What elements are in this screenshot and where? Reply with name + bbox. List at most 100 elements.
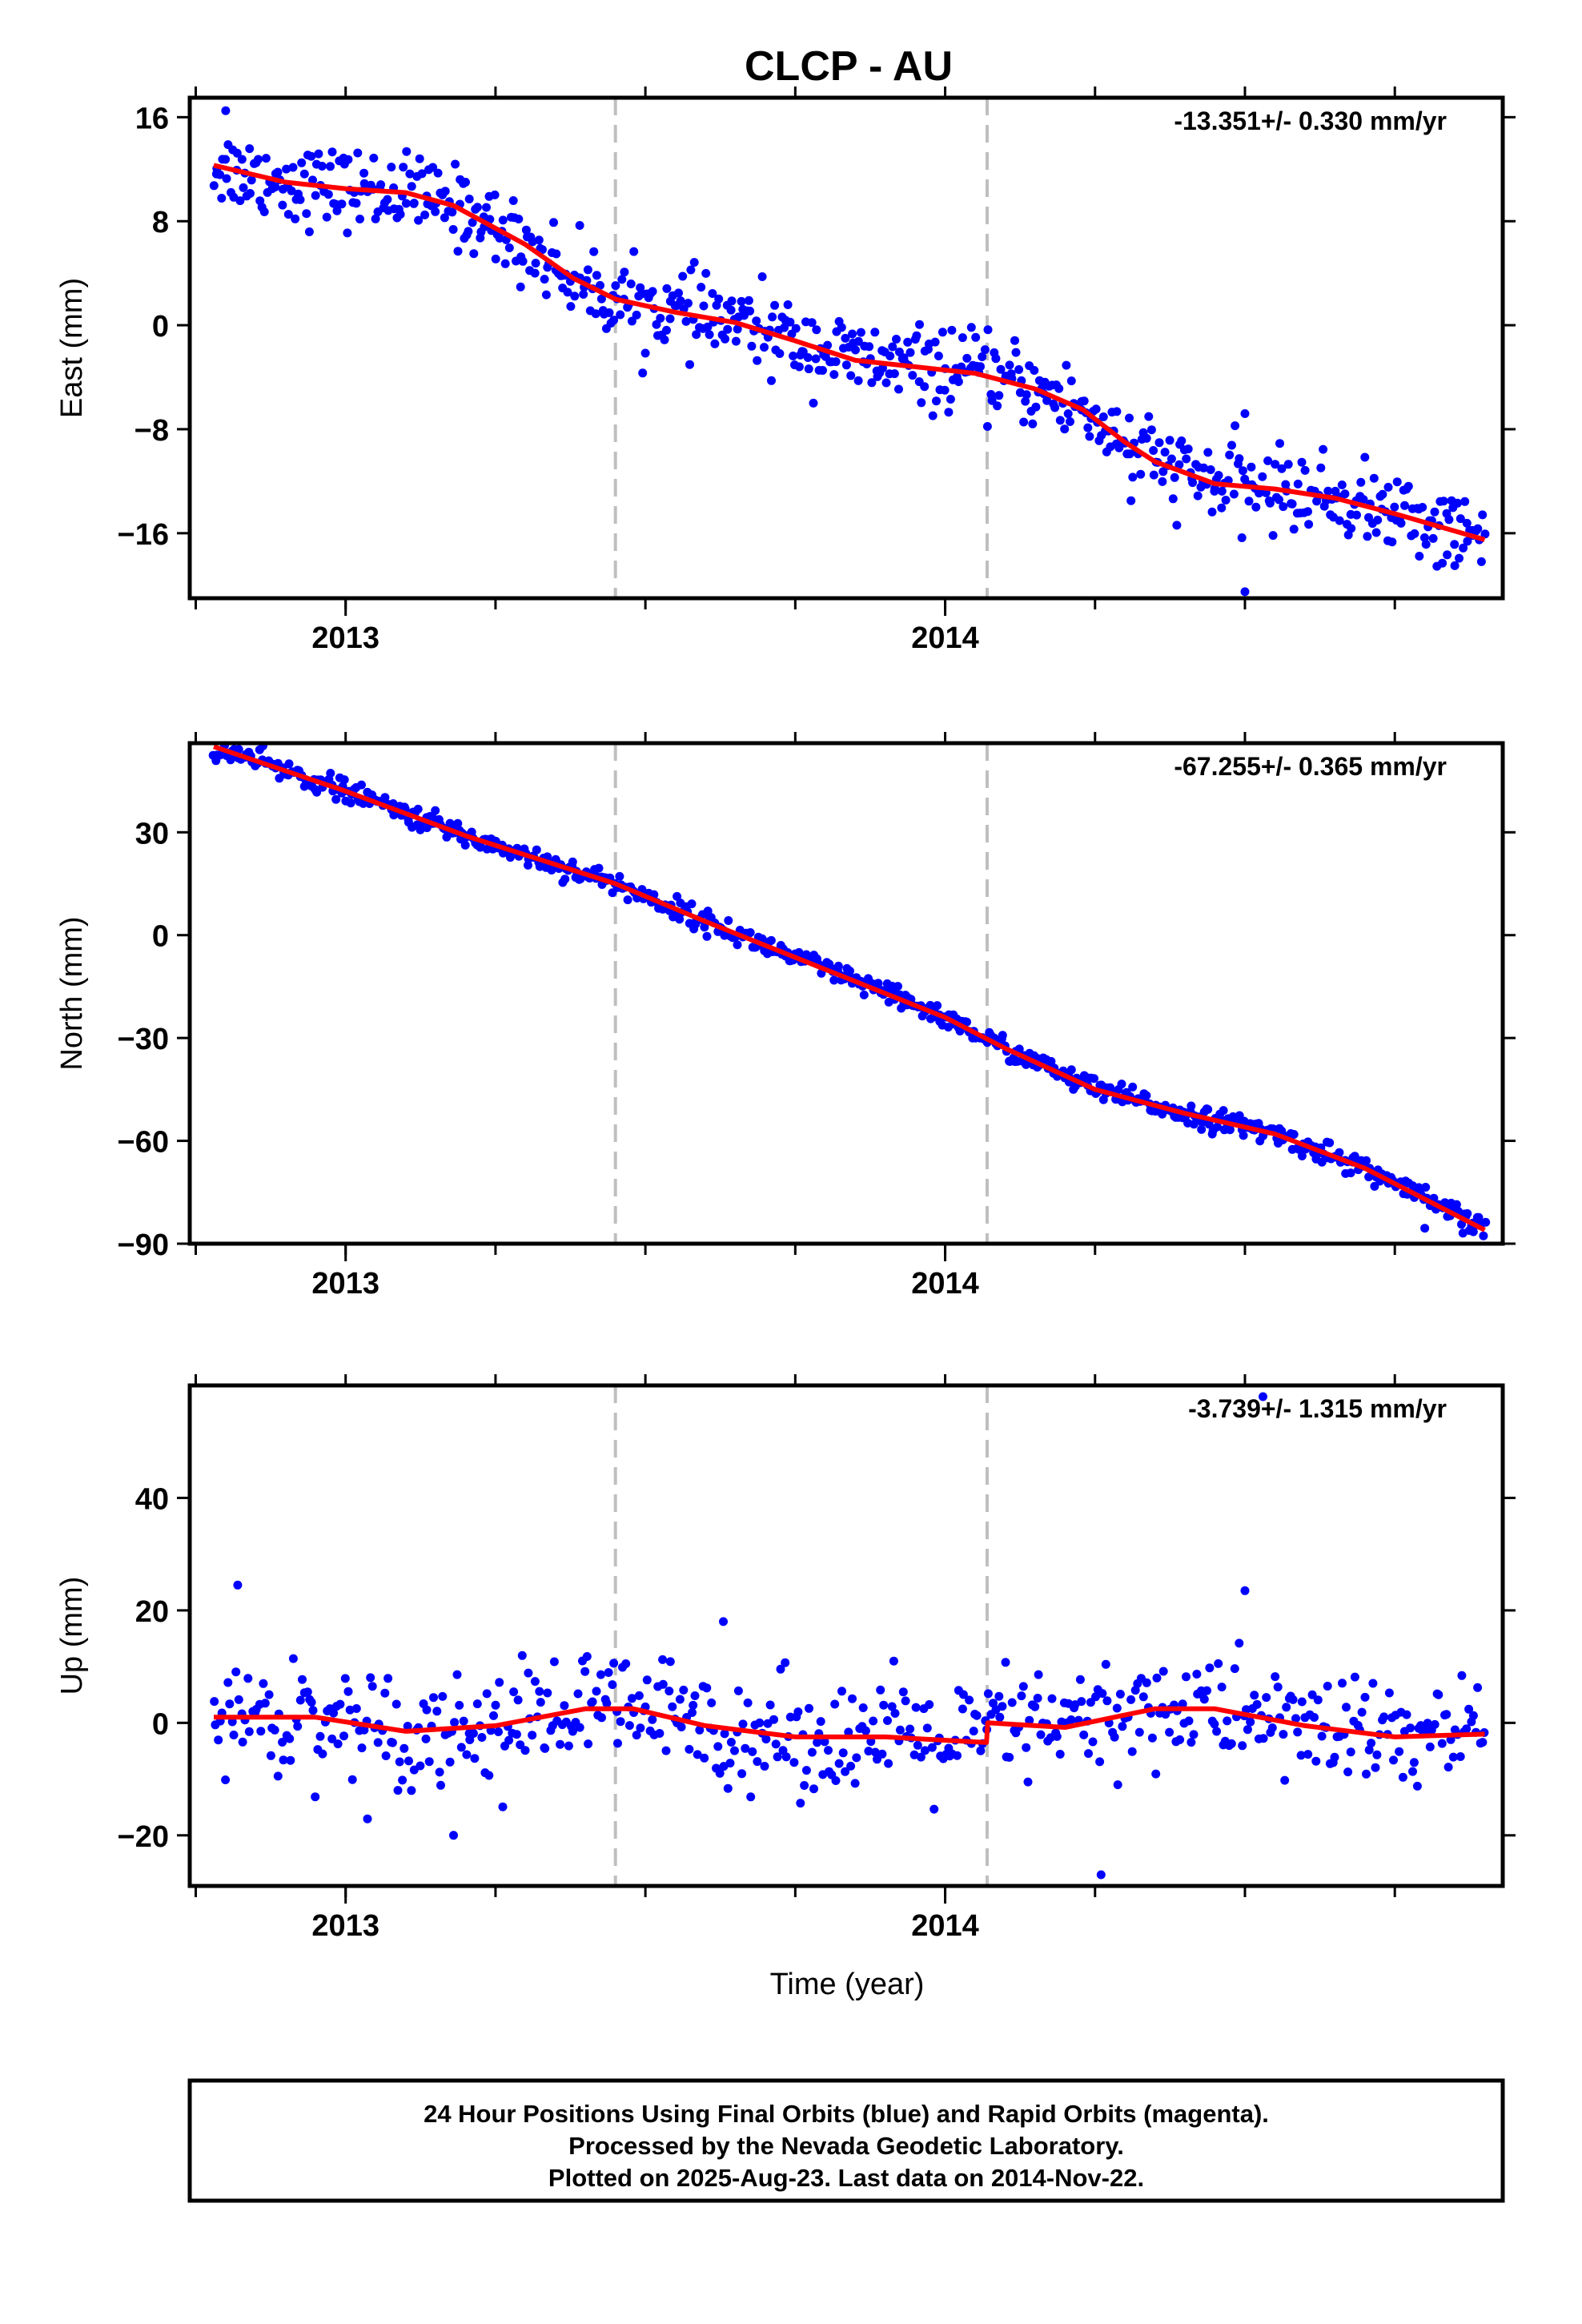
data-point bbox=[705, 330, 714, 340]
data-point bbox=[1480, 529, 1490, 539]
data-point bbox=[221, 1775, 231, 1784]
data-point bbox=[1293, 479, 1303, 489]
data-point bbox=[1117, 1080, 1126, 1089]
data-point bbox=[1371, 528, 1381, 537]
data-point bbox=[460, 840, 470, 850]
data-point bbox=[1127, 1747, 1137, 1756]
data-point bbox=[1303, 1750, 1313, 1759]
data-point bbox=[1281, 480, 1291, 489]
data-point bbox=[1316, 463, 1326, 472]
data-point bbox=[685, 1744, 694, 1754]
data-point bbox=[688, 1708, 697, 1717]
data-point bbox=[1158, 467, 1168, 476]
data-point bbox=[1214, 471, 1223, 480]
data-point bbox=[1142, 1091, 1151, 1100]
data-point bbox=[579, 290, 588, 299]
data-point bbox=[1098, 412, 1108, 421]
data-point bbox=[584, 1739, 593, 1749]
data-point bbox=[1047, 1694, 1057, 1703]
data-point bbox=[733, 324, 742, 334]
data-point bbox=[530, 1677, 540, 1687]
data-point bbox=[246, 189, 255, 198]
data-point bbox=[920, 382, 930, 392]
data-point bbox=[484, 1771, 494, 1780]
data-point bbox=[432, 1707, 442, 1716]
up-panel: −20 0 20 40 2013 2014 Up (mm) -3.739+/- 1.315 m… bbox=[55, 1374, 1516, 1943]
data-point bbox=[685, 360, 694, 369]
data-point bbox=[901, 1696, 910, 1706]
data-point bbox=[464, 227, 473, 236]
data-point bbox=[673, 891, 682, 901]
data-point bbox=[613, 1739, 622, 1748]
north-frame bbox=[187, 741, 1505, 1246]
data-point bbox=[889, 369, 899, 379]
data-point bbox=[1259, 1734, 1268, 1743]
data-point bbox=[535, 1687, 544, 1696]
data-point bbox=[1066, 1715, 1076, 1724]
data-point bbox=[1367, 1739, 1376, 1748]
data-point bbox=[327, 1734, 337, 1743]
data-point bbox=[431, 207, 440, 216]
data-point bbox=[1323, 486, 1333, 496]
data-point bbox=[1463, 537, 1472, 546]
data-point bbox=[278, 200, 287, 210]
data-point bbox=[1307, 1690, 1317, 1699]
data-point bbox=[1297, 1152, 1307, 1160]
data-point bbox=[731, 336, 741, 346]
data-point bbox=[785, 317, 795, 327]
data-point bbox=[387, 163, 396, 172]
data-point bbox=[1165, 1727, 1174, 1737]
data-point bbox=[337, 199, 347, 209]
data-point bbox=[233, 1580, 243, 1590]
data-point bbox=[1442, 1710, 1452, 1719]
east-y-axis-label: East (mm) bbox=[55, 278, 89, 418]
data-point bbox=[1368, 1679, 1378, 1688]
data-point bbox=[853, 336, 863, 346]
data-point bbox=[926, 1000, 935, 1010]
data-point bbox=[965, 1695, 974, 1705]
data-point bbox=[681, 316, 691, 326]
data-point bbox=[383, 195, 392, 204]
data-point bbox=[809, 398, 818, 408]
east-ytick-label: 0 bbox=[152, 310, 169, 344]
east-frame bbox=[187, 95, 1505, 601]
data-point bbox=[1112, 407, 1122, 416]
data-point bbox=[801, 1766, 811, 1775]
data-point bbox=[995, 1712, 1005, 1722]
data-point bbox=[315, 1731, 325, 1741]
data-point bbox=[592, 1687, 601, 1696]
data-point bbox=[1387, 537, 1397, 547]
data-point bbox=[851, 345, 860, 355]
data-point bbox=[1403, 481, 1413, 491]
data-point bbox=[745, 928, 755, 937]
data-point bbox=[1225, 450, 1235, 460]
data-point bbox=[448, 207, 457, 217]
data-point bbox=[302, 209, 311, 219]
data-point bbox=[373, 1738, 383, 1747]
data-point bbox=[259, 1679, 268, 1688]
data-point bbox=[1007, 1698, 1017, 1707]
data-point bbox=[347, 1775, 357, 1784]
data-point bbox=[925, 1700, 934, 1709]
data-point bbox=[1448, 1752, 1458, 1762]
data-point bbox=[331, 794, 341, 804]
data-point bbox=[353, 148, 363, 158]
data-point bbox=[823, 340, 833, 350]
data-point bbox=[805, 1703, 813, 1713]
data-point bbox=[462, 1750, 472, 1759]
data-point bbox=[1022, 390, 1031, 400]
data-point bbox=[1182, 454, 1191, 464]
data-point bbox=[1473, 1683, 1483, 1692]
data-point bbox=[1079, 396, 1089, 406]
data-point bbox=[665, 314, 675, 324]
data-point bbox=[234, 1695, 243, 1704]
data-point bbox=[629, 247, 639, 256]
east-xtick-label: 2014 bbox=[911, 621, 979, 655]
data-point bbox=[1277, 464, 1287, 473]
data-point bbox=[288, 163, 298, 172]
data-point bbox=[737, 296, 746, 306]
data-point bbox=[1090, 1074, 1098, 1084]
data-point bbox=[366, 1673, 375, 1683]
data-point bbox=[297, 158, 307, 167]
data-point bbox=[1412, 1781, 1422, 1791]
